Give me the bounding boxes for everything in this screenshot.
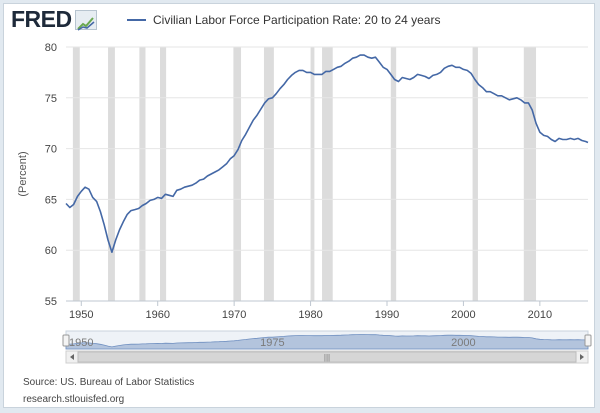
scrollbar-thumb[interactable] bbox=[77, 351, 577, 363]
chart-legend[interactable]: Civilian Labor Force Participation Rate:… bbox=[127, 13, 440, 27]
recession-band bbox=[263, 47, 274, 301]
x-tick-label: 2010 bbox=[528, 309, 552, 321]
legend-label: Civilian Labor Force Participation Rate:… bbox=[153, 13, 441, 27]
x-tick-label: 1970 bbox=[222, 309, 246, 321]
fred-logo-text: FRED bbox=[11, 6, 72, 32]
recession-band bbox=[139, 47, 146, 301]
x-tick-label: 2000 bbox=[451, 309, 475, 321]
legend-swatch bbox=[127, 19, 146, 21]
navigator-tick-label: 1975 bbox=[260, 337, 284, 349]
fred-logo[interactable]: FRED bbox=[11, 6, 97, 33]
x-tick-label: 1980 bbox=[298, 309, 322, 321]
recession-band bbox=[310, 47, 315, 301]
navigator-area bbox=[65, 334, 589, 350]
navigator-tick-label: 1950 bbox=[69, 337, 93, 349]
recession-band bbox=[322, 47, 333, 301]
y-tick-label: 60 bbox=[45, 245, 57, 257]
series-line bbox=[65, 54, 589, 253]
y-axis-title: (Percent) bbox=[17, 151, 29, 196]
y-tick-label: 55 bbox=[45, 296, 57, 308]
recession-band bbox=[160, 47, 167, 301]
scrollbar-grip: ||| bbox=[324, 353, 330, 362]
recession-band bbox=[390, 47, 397, 301]
y-tick-label: 75 bbox=[45, 93, 57, 105]
navigator-handle[interactable] bbox=[62, 334, 70, 347]
scroll-right-arrow-icon[interactable] bbox=[580, 354, 584, 360]
site-url[interactable]: research.stlouisfed.org bbox=[23, 394, 125, 405]
x-tick-label: 1960 bbox=[145, 309, 169, 321]
recession-band bbox=[472, 47, 478, 301]
recession-band bbox=[108, 47, 115, 301]
y-tick-label: 65 bbox=[45, 194, 57, 206]
x-tick-label: 1950 bbox=[69, 309, 93, 321]
scroll-left-arrow-icon[interactable] bbox=[70, 354, 74, 360]
source-note: Source: US. Bureau of Labor Statistics bbox=[23, 377, 195, 388]
y-tick-label: 80 bbox=[45, 42, 57, 54]
fred-chart-logo-icon bbox=[74, 9, 97, 31]
recession-band bbox=[233, 47, 242, 301]
x-tick-label: 1990 bbox=[375, 309, 399, 321]
recession-band bbox=[523, 47, 537, 301]
navigator-tick-label: 2000 bbox=[451, 337, 475, 349]
navigator-handle[interactable] bbox=[584, 334, 592, 347]
y-tick-label: 70 bbox=[45, 144, 57, 156]
recession-band bbox=[72, 47, 80, 301]
